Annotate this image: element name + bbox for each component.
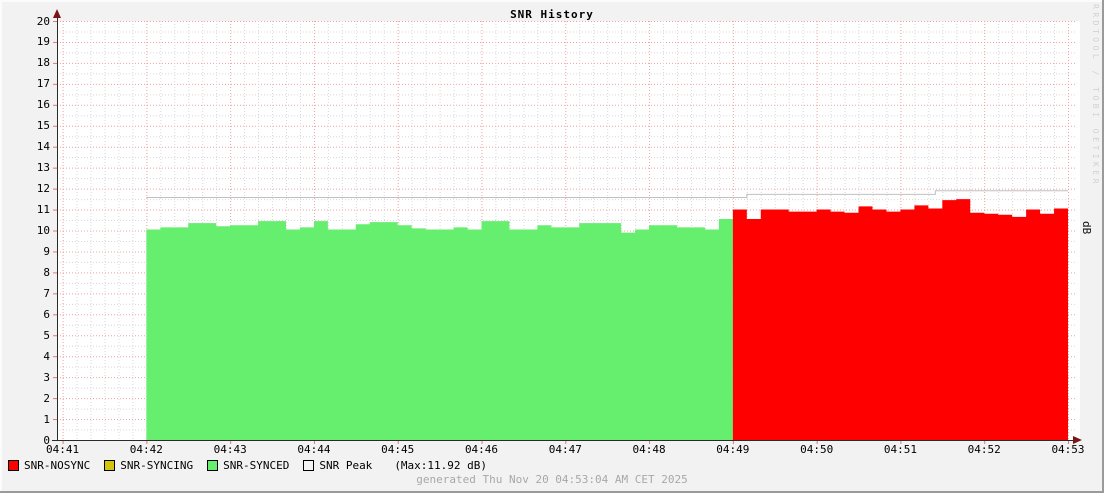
x-tick-label: 04:53: [1051, 443, 1085, 456]
peak-line: [146, 190, 1068, 198]
legend-label: SNR Peak: [319, 459, 373, 472]
y-tick-label: 3: [43, 370, 50, 384]
y-tick-label: 5: [43, 328, 50, 342]
y-tick-label: 7: [43, 286, 50, 300]
y-tick-label: 19: [36, 35, 50, 49]
legend-item: SNR-NOSYNC: [8, 459, 90, 472]
legend-item: SNR-SYNCING: [104, 459, 193, 472]
legend-label: SNR-SYNCED: [223, 459, 290, 472]
y-axis-line: [57, 14, 58, 441]
legend-item: SNR Peak: [303, 459, 372, 472]
y-tick-label: 13: [36, 161, 50, 175]
y-tick-label: 0: [43, 433, 50, 447]
legend-swatch-icon: [207, 460, 219, 471]
x-tick-label: 04:47: [548, 443, 582, 456]
legend-label: SNR-NOSYNC: [24, 459, 91, 472]
legend-max-note: (Max:11.92 dB): [394, 459, 488, 472]
area-series-snr-nosync: [732, 199, 1068, 440]
rrdtool-watermark: RRDTOOL / TOBI OETIKER: [1091, 4, 1100, 187]
x-tick-label: 04:48: [632, 443, 666, 456]
y-tick-label: 12: [36, 182, 50, 196]
y-tick-label: 6: [43, 307, 50, 321]
y-tick-label: 9: [43, 244, 50, 258]
y-tick-label: 4: [43, 349, 50, 363]
x-tick-label: 04:45: [381, 443, 415, 456]
legend: SNR-NOSYNC SNR-SYNCING SNR-SYNCED SNR Peak …: [8, 459, 487, 472]
x-tick-label: 04:46: [464, 443, 499, 456]
area-series-snr-synced: [146, 218, 733, 440]
y-tick-label: 14: [36, 140, 50, 154]
legend-swatch-icon: [8, 460, 19, 471]
y-tick-label: 15: [36, 119, 50, 133]
legend-item: SNR-SYNCED: [207, 459, 289, 472]
x-tick-label: 04:49: [716, 443, 750, 456]
y-tick-label: 18: [36, 56, 50, 70]
y-tick-label: 1: [43, 412, 50, 426]
x-tick-label: 04:51: [883, 443, 917, 456]
y-tick-label: 17: [36, 77, 50, 91]
x-axis-line: [52, 440, 1074, 441]
chart-title: SNR History: [510, 8, 594, 21]
x-tick-label: 04:44: [297, 443, 331, 456]
x-tick-label: 04:50: [800, 443, 834, 456]
legend-label: SNR-SYNCING: [120, 459, 194, 472]
y-tick-label: 10: [36, 224, 50, 237]
y-axis-arrow-icon: [53, 9, 61, 18]
legend-items: SNR-NOSYNC SNR-SYNCING SNR-SYNCED SNR Peak: [8, 459, 386, 472]
y-tick-label: 8: [43, 265, 50, 279]
legend-swatch-icon: [303, 460, 315, 471]
legend-swatch-icon: [104, 460, 116, 471]
chart-canvas: [53, 21, 1076, 444]
y-tick-label: 20: [36, 14, 50, 28]
x-tick-label: 04:43: [213, 443, 247, 456]
plot-area: [53, 21, 1080, 444]
generated-timestamp: generated Thu Nov 20 04:53:04 AM CET 202…: [416, 473, 688, 486]
x-tick-label: 04:52: [967, 443, 1001, 456]
x-tick-label: 04:41: [46, 443, 80, 456]
right-axis-label: dB: [1080, 221, 1093, 235]
y-tick-label: 11: [36, 203, 50, 217]
y-tick-label: 2: [43, 391, 50, 405]
x-axis-arrow-icon: [1073, 436, 1082, 444]
x-tick-label: 04:42: [129, 443, 163, 456]
y-tick-label: 16: [36, 98, 50, 112]
